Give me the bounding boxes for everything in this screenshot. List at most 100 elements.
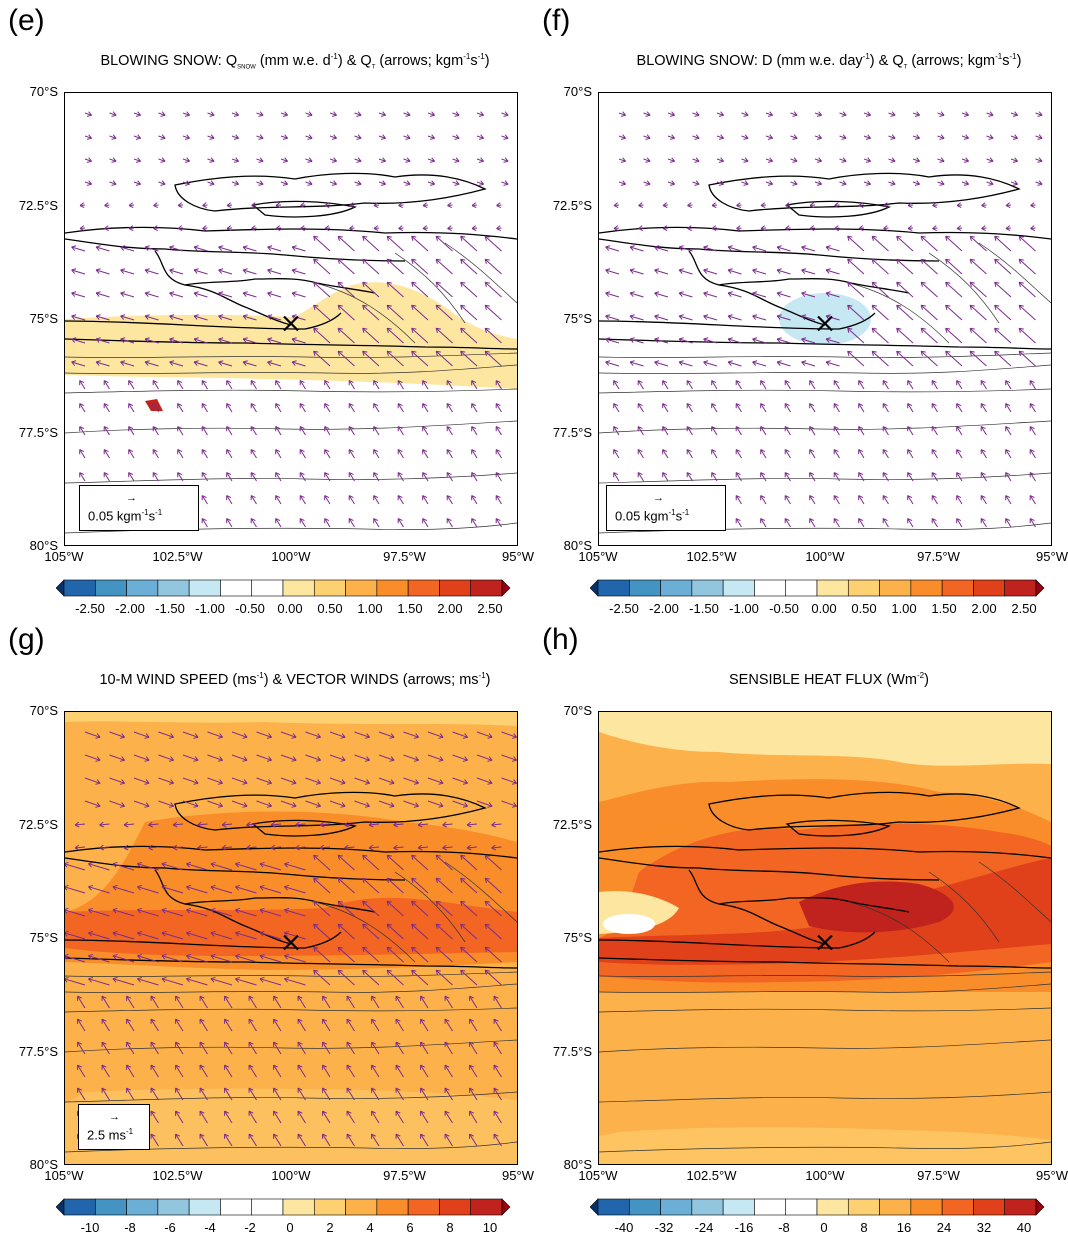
vector-arrow [809,426,816,436]
vector-arrow [495,518,502,528]
y-tick-label: 72.5°S [552,816,592,832]
colorbar-swatch [628,1198,661,1216]
colorbar-swatch [345,1198,378,1216]
y-tick-label: 75°S [29,311,58,326]
vector-arrow [422,380,429,390]
vector-arrow [727,268,742,275]
vector-arrow [71,291,86,298]
vector-arrow [231,731,248,739]
vector-arrow [84,731,101,739]
vector-arrow [224,1064,233,1078]
vector-arrow [484,304,502,321]
vector-arrow [224,1018,233,1032]
colorbar-tick-label: 16 [896,1220,912,1235]
vector-arrow [417,844,429,851]
vector-arrow [348,449,355,459]
vector-arrow [956,403,963,413]
vector-arrow [752,291,767,298]
vector-arrow [863,157,871,163]
colorbar-tick-label: 2.00 [971,601,997,616]
vector-arrow [961,134,969,140]
vector-arrow [186,861,208,871]
vector-arrow [275,426,282,436]
vector-arrow [324,380,331,390]
vector-arrow [711,426,718,436]
vector-arrow [417,821,429,828]
vector-arrow [297,1041,306,1055]
coastline-contour [251,819,357,837]
vector-arrow [484,327,502,344]
vector-arrow [411,304,429,321]
vector-arrow [329,754,346,762]
vector-arrow [120,314,135,321]
vector-arrow [605,291,620,298]
vector-arrow [207,731,223,739]
vector-arrow [752,314,767,321]
vector-arrow [137,953,159,963]
vector-arrow [273,1018,282,1032]
vector-arrow [784,426,791,436]
vector-arrow [395,1041,404,1055]
vector-arrow [435,854,453,871]
vector-arrow [201,472,208,482]
colorbar-swatch [63,1198,96,1216]
vector-arrow [242,314,257,321]
elevation-contour [314,861,517,963]
vector-arrow [654,291,669,298]
vector-arrow [104,202,110,209]
vector-arrow [305,731,321,739]
vector-arrow [920,235,938,252]
vector-arrow [169,268,184,275]
vector-arrow [373,449,380,459]
vector-arrow [422,495,429,505]
vector-arrow [221,821,233,828]
vector-arrow [371,1110,380,1124]
vector-arrow [313,235,331,252]
colorbar-arrow-right [1035,1198,1045,1216]
vector-arrow [896,327,914,344]
vector-arrow [133,180,141,186]
vector-arrow [284,861,306,871]
y-tick-label: 77.5°S [552,424,592,440]
vector-arrow [169,291,184,298]
vector-arrow [784,518,791,528]
max-wind-band [65,897,517,956]
vector-arrow [137,930,159,940]
vector-arrow [354,754,370,762]
panel-label: (e) [8,4,45,37]
vector-arrow [397,518,404,528]
colorbar-tick-label: 0 [286,1220,294,1235]
vector-arrow [471,426,478,436]
colorbar-tick-label: -32 [654,1220,674,1235]
vector-arrow [444,995,453,1009]
vector-arrow [678,360,693,367]
vector-arrow [275,403,282,413]
vector-arrow [931,449,938,459]
vector-arrow [605,314,620,321]
vector-arrow [735,403,742,413]
colorbar [56,579,511,597]
vector-arrow [337,969,355,986]
vector-arrow [371,1018,380,1032]
colorbar [590,1198,1045,1216]
vector-arrow [346,1041,355,1055]
colorbar-swatch [407,1198,440,1216]
vector-arrow [667,180,675,186]
vector-arrow [267,337,282,344]
vector-arrow [300,225,306,232]
vector-arrow [313,854,331,871]
vector-arrow [221,844,233,851]
colorbar-tick-label: 1.50 [397,601,423,616]
x-tick-label: 105°W [578,549,618,564]
vector-arrow [422,472,429,482]
vector-arrow [460,350,478,367]
vector-arrow [273,995,282,1009]
vector-arrow [65,976,86,986]
x-tick-label: 97.5°W [383,1168,426,1183]
vector-arrow [760,518,767,528]
vector-arrow [427,800,444,808]
vector-arrow [284,976,306,986]
colorbar-swatch [157,579,190,597]
vector-arrow [469,1087,478,1101]
vector-arrow [912,134,920,140]
